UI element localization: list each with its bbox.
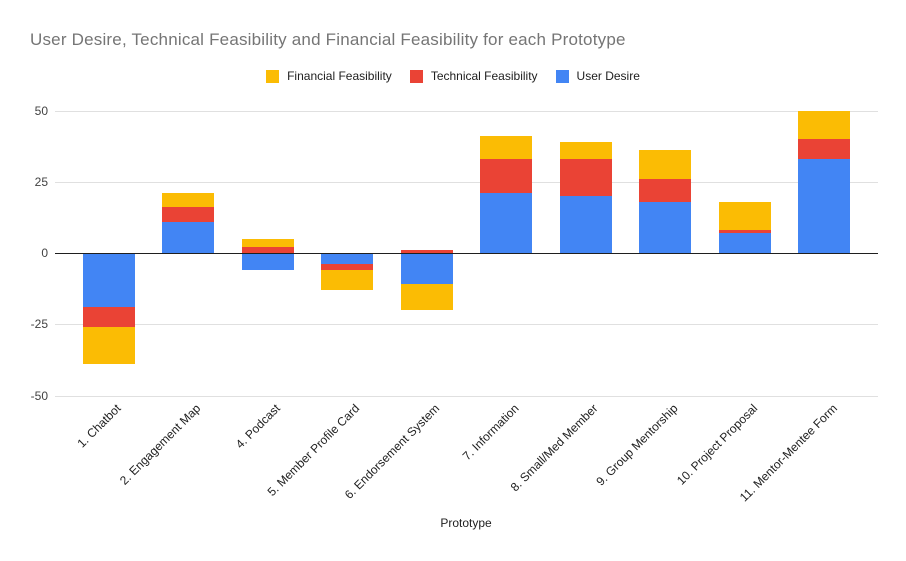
- y-tick-label: 50: [34, 103, 48, 118]
- bar-segment[interactable]: [241, 247, 294, 253]
- bar-segment[interactable]: [639, 178, 692, 202]
- bar-segment[interactable]: [639, 201, 692, 253]
- bar-segment[interactable]: [798, 158, 851, 253]
- chart-legend: Financial Feasibility Technical Feasibili…: [0, 68, 906, 84]
- bar-segment[interactable]: [162, 193, 215, 208]
- bar-segment[interactable]: [718, 233, 771, 253]
- bar-segment[interactable]: [241, 253, 294, 271]
- bar-segment[interactable]: [559, 158, 612, 196]
- bar-segment[interactable]: [321, 270, 374, 290]
- bar-segment[interactable]: [162, 221, 215, 254]
- x-axis-title: Prototype: [440, 516, 492, 530]
- bar-segment[interactable]: [718, 201, 771, 231]
- x-tick-label: 10. Project Proposal: [673, 401, 761, 488]
- bar-segment[interactable]: [798, 110, 851, 139]
- legend-swatch-icon: [266, 69, 280, 83]
- bar-segment[interactable]: [559, 196, 612, 253]
- x-axis-zero-line: [55, 253, 878, 254]
- chart-title: User Desire, Technical Feasibility and F…: [30, 30, 626, 49]
- x-tick-label: 4. Podcast: [232, 401, 283, 452]
- bar-segment[interactable]: [798, 139, 851, 159]
- bar-segment[interactable]: [241, 238, 294, 248]
- bar-segment[interactable]: [400, 250, 453, 254]
- legend-item-user-desire[interactable]: User Desire: [555, 69, 640, 83]
- legend-item-financial-feasibility[interactable]: Financial Feasibility: [266, 69, 392, 83]
- gridline: [55, 181, 878, 183]
- x-tick-label: 9. Group Mentorship: [593, 401, 681, 489]
- bar-segment[interactable]: [82, 307, 135, 327]
- bar-segment[interactable]: [480, 158, 533, 194]
- y-tick-label: 0: [41, 246, 48, 260]
- legend-label: User Desire: [576, 69, 640, 83]
- bar-segment[interactable]: [400, 253, 453, 285]
- bar-segment[interactable]: [82, 253, 135, 308]
- bar-segment[interactable]: [559, 141, 612, 159]
- legend-label: Financial Feasibility: [287, 69, 392, 83]
- bar-segment[interactable]: [718, 230, 771, 234]
- bar-segment[interactable]: [639, 150, 692, 179]
- bar-segment[interactable]: [162, 207, 215, 222]
- gridline: [55, 110, 878, 112]
- x-tick-label: 1. Chatbot: [74, 401, 124, 451]
- bar-segment[interactable]: [480, 193, 533, 254]
- gridline: [55, 395, 878, 397]
- bar-segment[interactable]: [400, 284, 453, 311]
- y-tick-label: -50: [30, 388, 48, 403]
- x-tick-label: 8. Small/Med Member: [508, 401, 602, 495]
- legend-swatch-icon: [555, 69, 569, 83]
- y-tick-label: -25: [30, 317, 48, 332]
- x-tick-label: 2. Engagement Map: [116, 401, 204, 488]
- legend-label: Technical Feasibility: [430, 69, 538, 83]
- bar-segment[interactable]: [82, 327, 135, 365]
- gridline: [55, 324, 878, 326]
- legend-item-technical-feasibility[interactable]: Technical Feasibility: [409, 69, 538, 83]
- bar-segment[interactable]: [321, 264, 374, 271]
- x-tick-label: 7. Information: [459, 401, 522, 464]
- y-tick-label: 25: [34, 174, 48, 189]
- bar-segment[interactable]: [480, 136, 533, 159]
- legend-swatch-icon: [409, 69, 423, 83]
- x-tick-label: 6. Endorsement System: [341, 401, 442, 502]
- bar-segment[interactable]: [321, 253, 374, 265]
